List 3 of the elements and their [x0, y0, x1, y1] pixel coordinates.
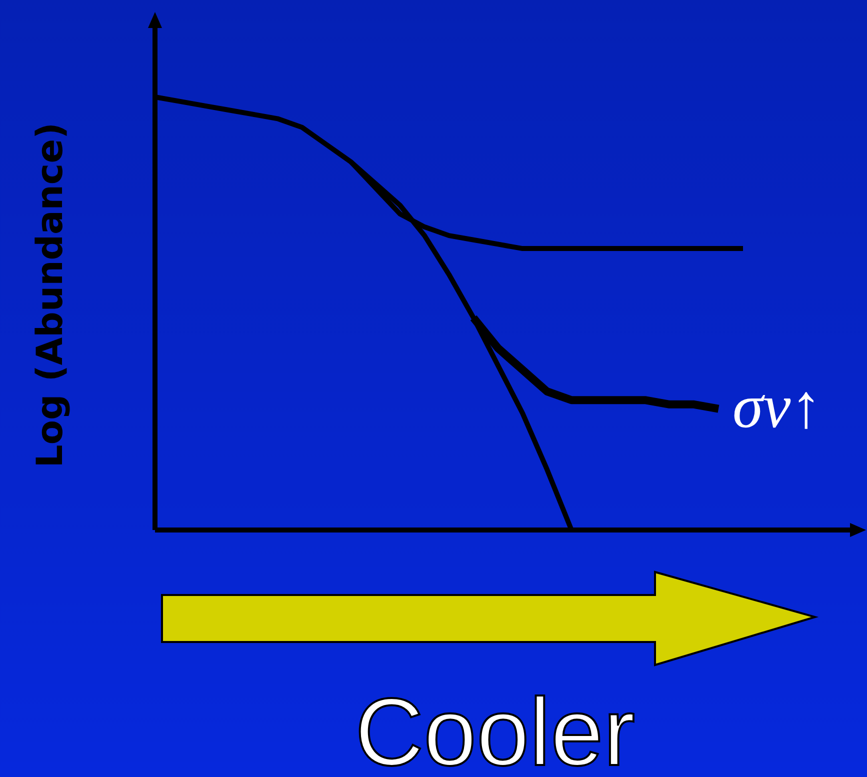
x-axis-title: Cooler — [355, 679, 638, 777]
y-axis-title: Log (Abundance) — [30, 122, 71, 468]
series-label: σv↑ — [732, 372, 822, 441]
